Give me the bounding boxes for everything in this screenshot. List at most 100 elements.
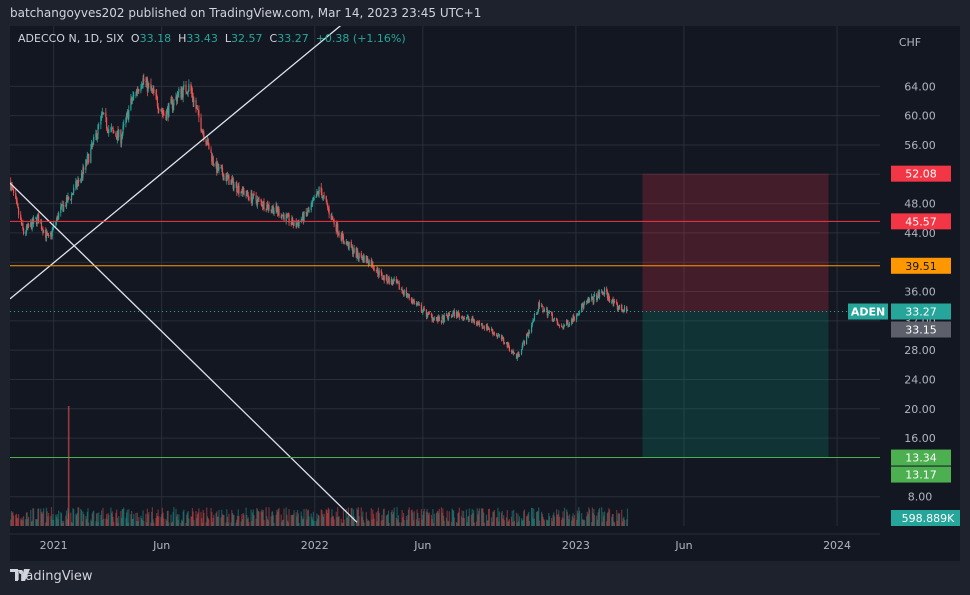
volume-bar <box>33 508 35 526</box>
volume-bar <box>611 514 614 526</box>
volume-bar <box>221 509 223 526</box>
candle-body <box>151 88 153 91</box>
candle-body <box>317 191 319 193</box>
volume-bar <box>26 511 28 526</box>
candle-body <box>310 204 312 210</box>
candle-body <box>177 92 179 97</box>
legend-open: 33.18 <box>139 32 172 45</box>
candle-body <box>506 342 508 347</box>
volume-bar <box>372 514 375 526</box>
candle-body <box>347 242 349 245</box>
candle-body <box>100 113 103 117</box>
candle-body <box>90 148 92 163</box>
volume-bar <box>177 520 179 526</box>
volume-bar <box>445 517 448 526</box>
candle-body <box>315 196 317 198</box>
volume-bar <box>207 518 209 526</box>
volume-bar <box>21 517 23 526</box>
volume-bar <box>535 511 538 526</box>
volume-bar <box>442 515 445 526</box>
candle-body <box>82 167 84 178</box>
candle-body <box>348 241 350 249</box>
candle-body <box>171 100 174 109</box>
volume-bar <box>168 522 170 526</box>
candle-body <box>306 213 308 215</box>
candle-body <box>511 350 513 352</box>
volume-bar <box>417 512 419 526</box>
candle-body <box>382 275 385 279</box>
candle-body <box>286 214 288 216</box>
volume-bar <box>157 509 159 526</box>
candle-body <box>238 185 240 194</box>
y-tick-label: 8.00 <box>908 491 933 504</box>
candle-body <box>558 324 561 326</box>
volume-bar <box>612 514 614 526</box>
candle-body <box>408 294 410 299</box>
candle-body <box>483 327 485 329</box>
volume-bar <box>191 508 194 526</box>
candle-body <box>522 342 524 346</box>
volume-bar <box>170 514 172 526</box>
footer-brand[interactable]: TradingView <box>10 569 93 584</box>
candle-body <box>280 216 282 218</box>
candle-body <box>563 325 566 326</box>
volume-bar <box>232 514 234 526</box>
chart-panel[interactable]: 8.0016.0020.0024.0028.0032.0036.0040.004… <box>10 26 960 561</box>
volume-bar <box>601 521 604 526</box>
volume-bar <box>43 508 45 526</box>
candle-body <box>277 208 279 213</box>
candle-body <box>156 94 158 98</box>
candle-body <box>141 84 143 87</box>
volume-bar <box>465 509 468 526</box>
candle-body <box>391 279 393 283</box>
candle-body <box>578 311 581 314</box>
candle-body <box>205 139 207 145</box>
volume-bar <box>76 512 78 526</box>
candle-body <box>201 130 203 133</box>
price-value-target: 13.17 <box>905 469 937 482</box>
candle-body <box>228 174 230 185</box>
candle-body <box>276 209 279 213</box>
volume-bar <box>141 519 143 526</box>
volume-bar <box>93 510 95 526</box>
candle-body <box>267 204 269 210</box>
volume-bar <box>48 513 50 526</box>
candle-body <box>253 193 255 196</box>
volume-bar <box>616 520 619 526</box>
volume-bar <box>473 510 475 526</box>
candle-body <box>573 318 576 320</box>
candle-body <box>231 178 234 181</box>
volume-bar <box>90 519 92 526</box>
candle-body <box>577 314 579 316</box>
candle-body <box>430 313 433 316</box>
candle-body <box>475 322 478 324</box>
candle-body <box>568 325 570 327</box>
candle-body <box>487 327 489 330</box>
volume-bar <box>601 507 603 526</box>
volume-bar <box>578 510 581 526</box>
volume-bar <box>216 511 218 526</box>
candle-body <box>486 324 488 330</box>
volume-bar <box>55 517 58 526</box>
candle-body <box>87 154 89 156</box>
volume-bar <box>352 516 354 526</box>
candle-body <box>395 279 397 283</box>
volume-bar <box>32 508 34 526</box>
volume-bar <box>621 509 623 526</box>
volume-bar <box>252 509 254 526</box>
candle-body <box>183 84 185 87</box>
candle-body <box>186 91 188 94</box>
volume-bar <box>261 511 264 526</box>
volume-bar <box>271 511 273 526</box>
price-chart[interactable]: 8.0016.0020.0024.0028.0032.0036.0040.004… <box>10 26 960 561</box>
candle-body <box>540 305 543 307</box>
candle-body <box>401 289 403 291</box>
volume-bar <box>176 516 178 526</box>
candle-body <box>412 300 414 303</box>
candle-body <box>327 207 329 209</box>
volume-bar <box>231 513 234 526</box>
volume-bar <box>275 514 277 526</box>
volume-bar <box>468 508 470 526</box>
candle-body <box>382 278 384 280</box>
volume-bar <box>17 518 19 526</box>
